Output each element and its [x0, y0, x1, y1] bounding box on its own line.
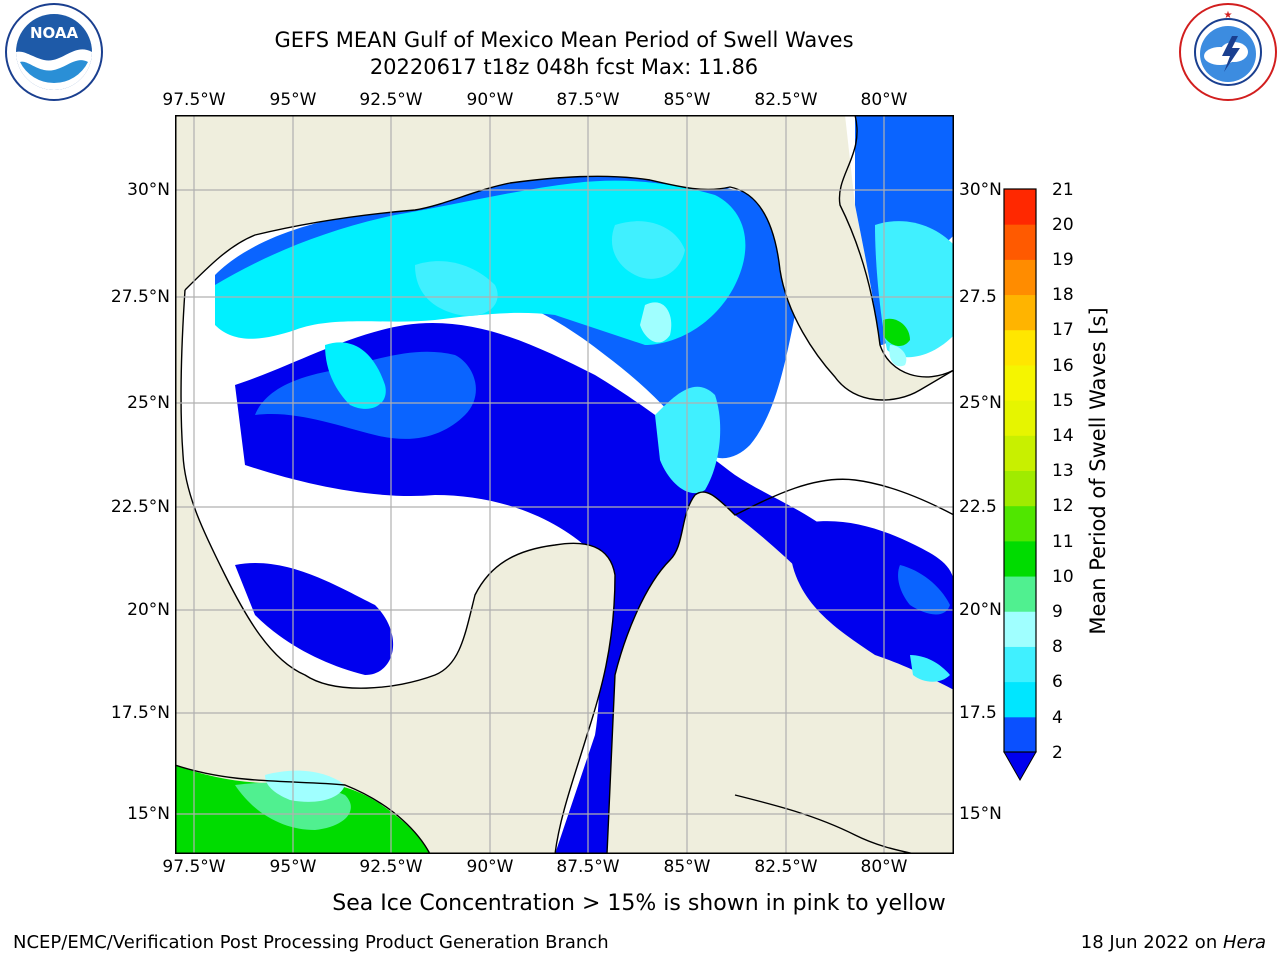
colorbar-segment	[1004, 364, 1036, 401]
footer-timestamp: 18 Jun 2022 on Hera	[1081, 932, 1266, 954]
lon-label-top: 92.5°W	[359, 90, 423, 110]
caribbean-swell-field	[790, 521, 954, 690]
lon-label-bottom: 82.5°W	[754, 857, 818, 877]
noaa-logo: NOAA	[5, 3, 103, 101]
colorbar-tick-label: 14	[1052, 426, 1074, 446]
colorbar-segment	[1004, 259, 1036, 296]
chart-title: GEFS MEAN Gulf of Mexico Mean Period of …	[274, 28, 854, 52]
lat-label-left: 25°N	[127, 393, 170, 413]
lon-label-bottom: 87.5°W	[556, 857, 620, 877]
colorbar-tick-label: 8	[1052, 637, 1063, 657]
footer-host: Hera	[1222, 932, 1266, 953]
lat-label-right: 27.5	[959, 287, 997, 307]
lon-label-bottom: 92.5°W	[359, 857, 423, 877]
colorbar-tick-label: 9	[1052, 602, 1063, 622]
lat-label-right: 17.5	[959, 703, 997, 723]
colorbar-tick-label: 17	[1052, 320, 1074, 340]
nws-logo: ★	[1179, 3, 1277, 101]
colorbar-tick-label: 13	[1052, 461, 1074, 481]
lon-label-bottom: 90°W	[466, 857, 514, 877]
lon-label-top: 80°W	[860, 90, 908, 110]
colorbar-segment	[1004, 716, 1036, 753]
colorbar-tick-label: 19	[1052, 250, 1074, 270]
colorbar-segment	[1004, 435, 1036, 471]
lon-label-top: 82.5°W	[754, 90, 818, 110]
colorbar-tick-label: 21	[1052, 180, 1074, 200]
atlantic-swell-field	[855, 115, 954, 367]
lat-label-right: 30°N	[959, 180, 1002, 200]
lon-label-top: 85°W	[663, 90, 711, 110]
svg-text:★: ★	[1224, 10, 1233, 21]
lon-label-bottom: 85°W	[663, 857, 711, 877]
colorbar-segment	[1004, 505, 1036, 542]
lon-label-bottom: 97.5°W	[162, 857, 226, 877]
lat-label-left: 17.5°N	[110, 703, 170, 723]
colorbar-tick-label: 2	[1052, 743, 1063, 763]
lon-label-top: 87.5°W	[556, 90, 620, 110]
sea-ice-note: Sea Ice Concentration > 15% is shown in …	[332, 891, 946, 916]
lat-label-left: 15°N	[127, 804, 170, 824]
noaa-logo-text: NOAA	[30, 24, 79, 42]
colorbar-segment	[1004, 540, 1036, 577]
lat-label-left: 20°N	[127, 600, 170, 620]
colorbar-segment	[1004, 576, 1036, 612]
map-frame	[175, 115, 954, 854]
colorbar-segment	[1004, 189, 1036, 225]
lon-label-bottom: 95°W	[269, 857, 317, 877]
colorbar-segment	[1004, 470, 1036, 507]
graticule	[175, 115, 954, 854]
colorbar-segment	[1004, 646, 1036, 683]
coastline	[175, 115, 954, 854]
colorbar-tick-label: 10	[1052, 567, 1074, 587]
lon-label-top: 90°W	[466, 90, 514, 110]
colorbar-segment	[1004, 400, 1036, 436]
colorbar-segment	[1004, 329, 1036, 366]
colorbar	[1003, 188, 1037, 782]
colorbar-tick-label: 6	[1052, 672, 1063, 692]
lat-label-right: 22.5	[959, 497, 997, 517]
colorbar-segment	[1004, 681, 1036, 718]
lat-label-left: 27.5°N	[110, 287, 170, 307]
colorbar-under-triangle	[1003, 751, 1037, 782]
lat-label-right: 25°N	[959, 393, 1002, 413]
lat-label-right: 15°N	[959, 804, 1002, 824]
lon-label-bottom: 80°W	[860, 857, 908, 877]
lon-label-top: 95°W	[269, 90, 317, 110]
chart-subtitle: 20220617 t18z 048h fcst Max: 11.86	[369, 55, 759, 79]
colorbar-segment	[1004, 224, 1036, 260]
colorbar-tick-label: 18	[1052, 285, 1074, 305]
colorbar-label: Mean Period of Swell Waves [s]	[1086, 307, 1110, 635]
footer-date: 18 Jun 2022 on	[1080, 932, 1223, 953]
colorbar-segment	[1004, 294, 1036, 331]
lat-label-left: 22.5°N	[110, 497, 170, 517]
colorbar-tick-label: 16	[1052, 356, 1074, 376]
colorbar-tick-label: 4	[1052, 708, 1063, 728]
colorbar-segment	[1004, 611, 1036, 647]
footer-credit: NCEP/EMC/Verification Post Processing Pr…	[13, 932, 609, 953]
colorbar-tick-label: 11	[1052, 532, 1074, 552]
lat-label-left: 30°N	[127, 180, 170, 200]
colorbar-tick-label: 12	[1052, 496, 1074, 516]
colorbar-tick-label: 20	[1052, 215, 1074, 235]
lon-label-top: 97.5°W	[162, 90, 226, 110]
lat-label-right: 20°N	[959, 600, 1002, 620]
colorbar-tick-label: 15	[1052, 391, 1074, 411]
map-panel	[175, 115, 954, 854]
